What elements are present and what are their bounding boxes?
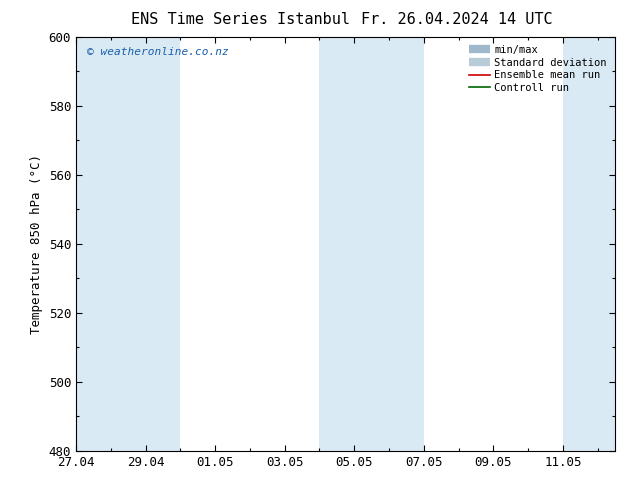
- Bar: [128, 37, 181, 451]
- Bar: [320, 37, 424, 451]
- Text: Fr. 26.04.2024 14 UTC: Fr. 26.04.2024 14 UTC: [361, 12, 552, 27]
- Bar: [563, 37, 615, 451]
- Text: © weatheronline.co.nz: © weatheronline.co.nz: [87, 47, 229, 57]
- Legend: min/max, Standard deviation, Ensemble mean run, Controll run: min/max, Standard deviation, Ensemble me…: [466, 42, 610, 96]
- Bar: [76, 37, 128, 451]
- Y-axis label: Temperature 850 hPa (°C): Temperature 850 hPa (°C): [30, 154, 43, 334]
- Text: ENS Time Series Istanbul: ENS Time Series Istanbul: [131, 12, 351, 27]
